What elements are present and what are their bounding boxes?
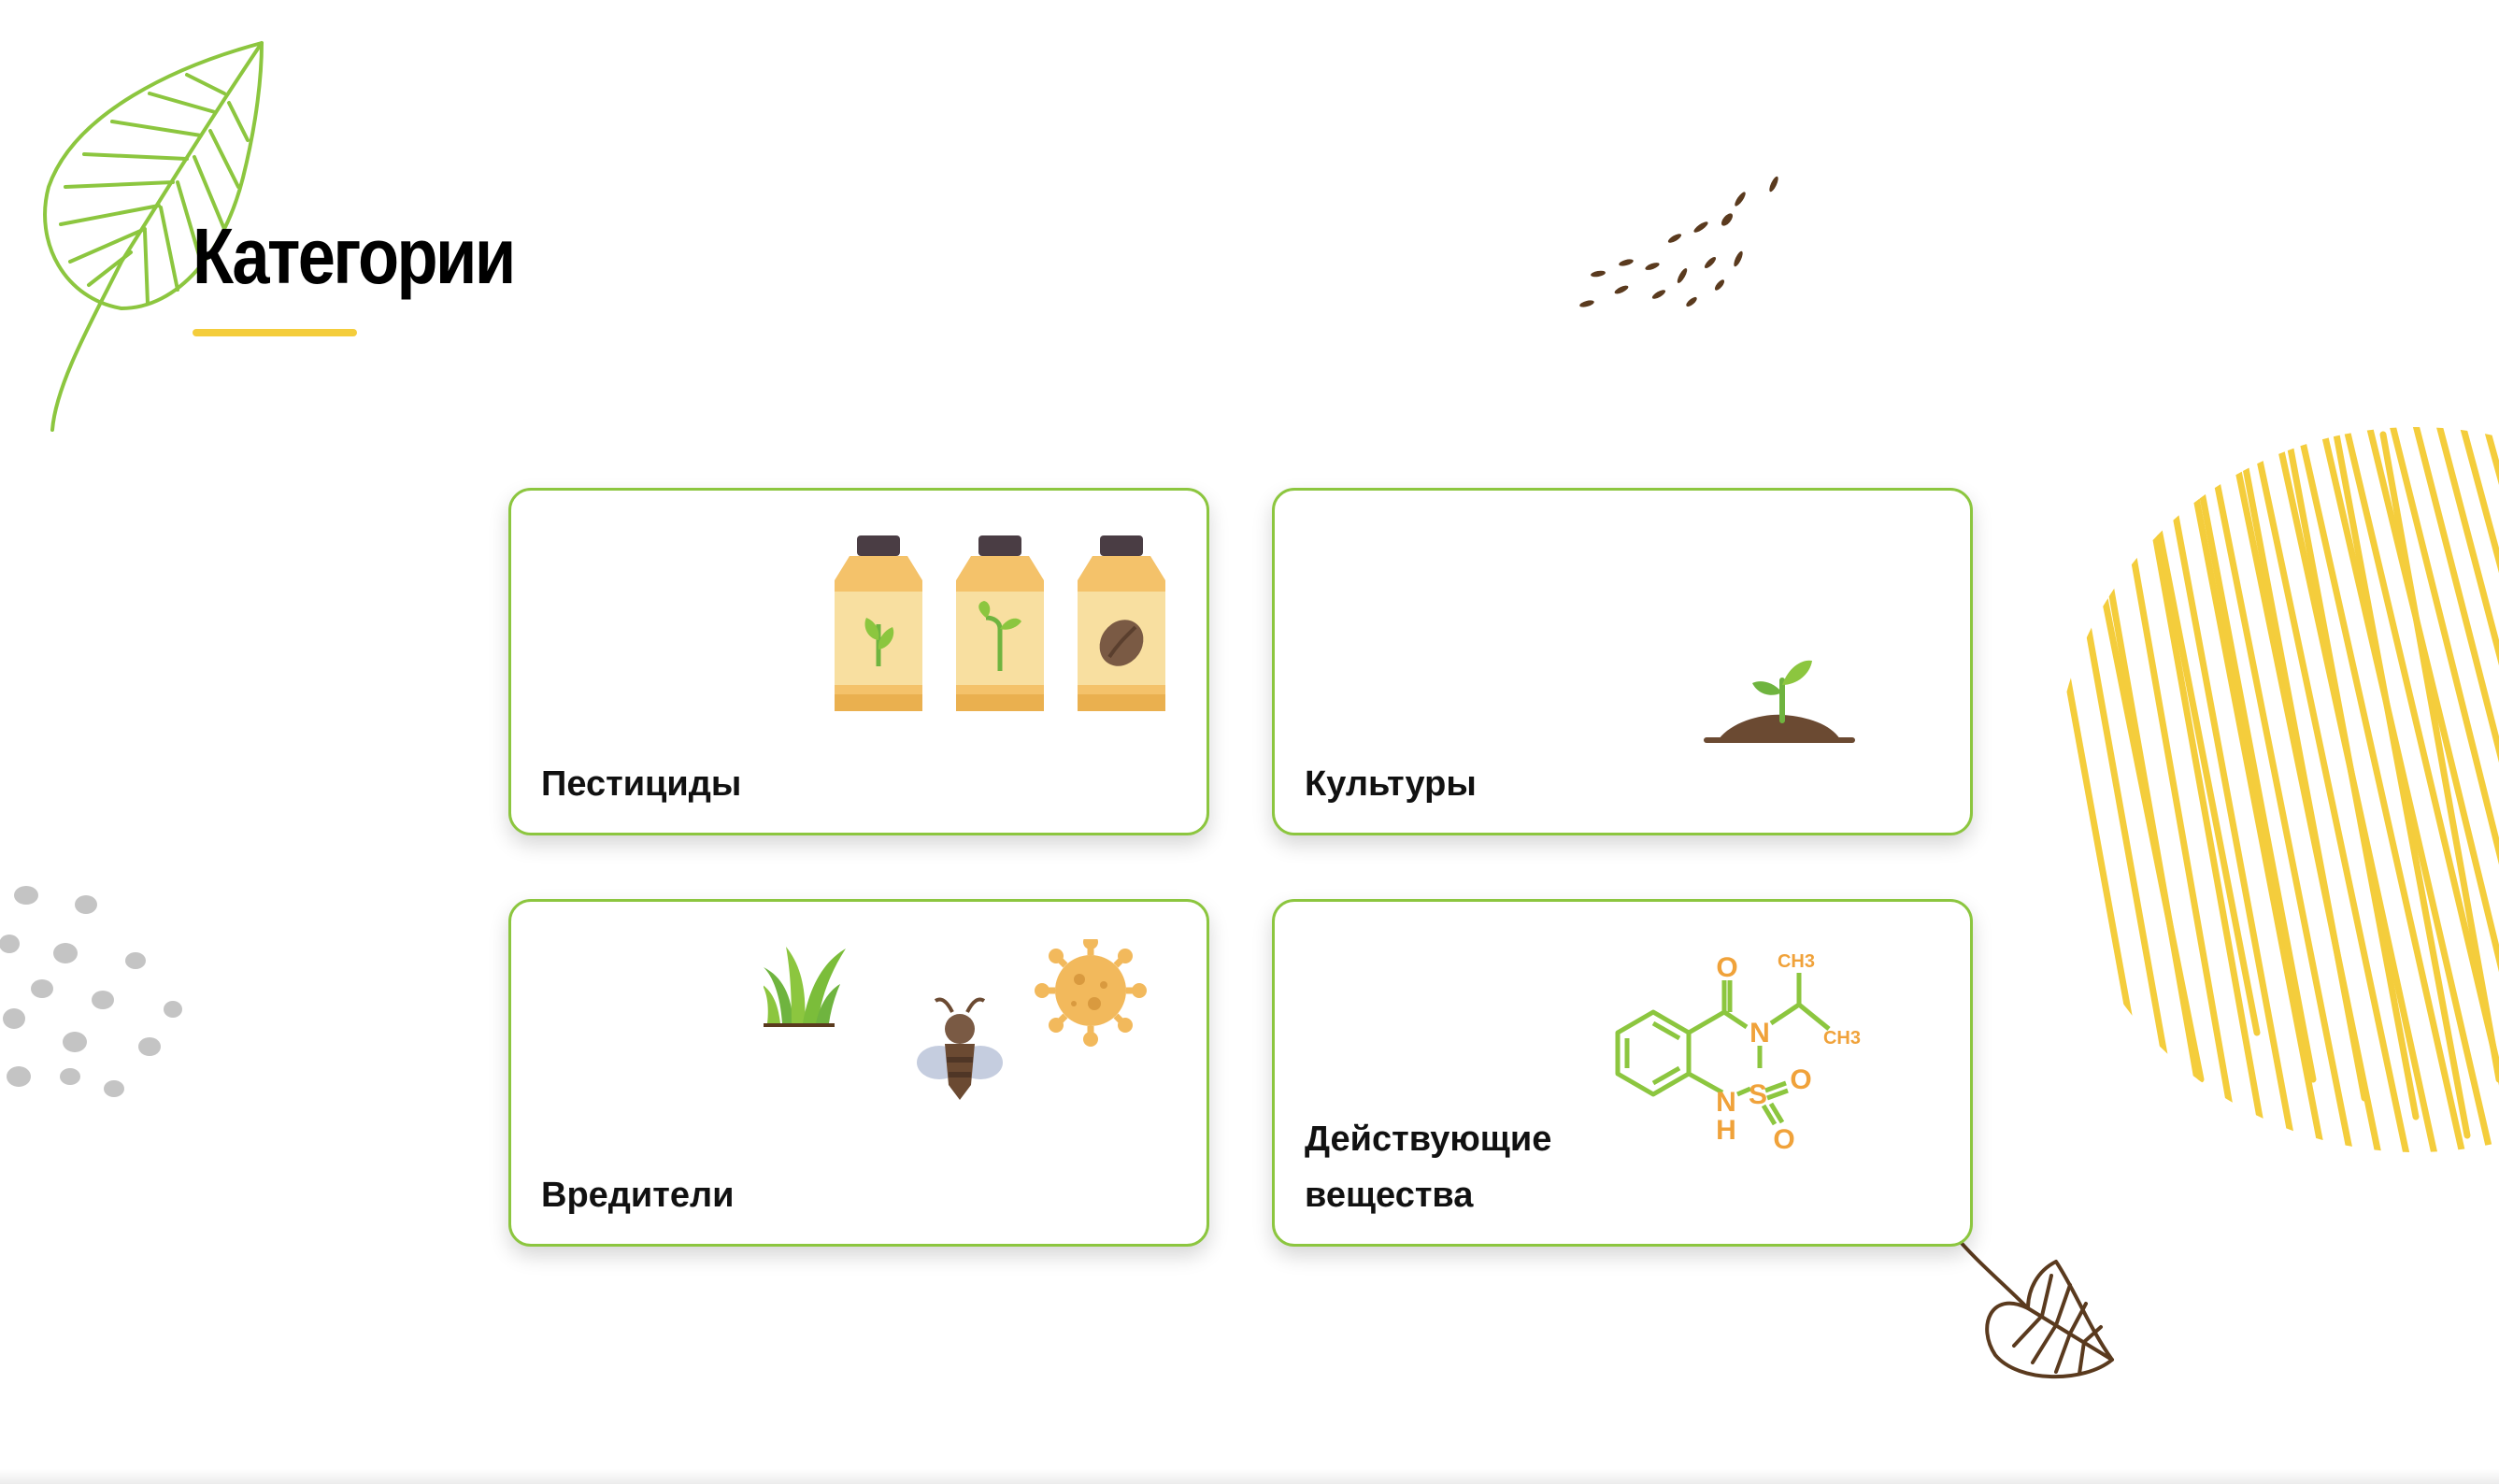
category-label: Действующие вещества <box>1305 1120 1552 1215</box>
nh-hydrogen-label: H <box>1716 1115 1736 1146</box>
category-label: Пестициды <box>541 764 742 804</box>
sprout-icon <box>1704 660 1855 743</box>
bottom-scroll-edge <box>0 1469 2499 1484</box>
nh-nitrogen-label: N <box>1716 1087 1736 1118</box>
nitrogen-label: N <box>1749 1018 1770 1049</box>
page-title: Категории <box>193 212 516 300</box>
hatched-circle-decoration-icon <box>2053 427 2499 1152</box>
sulfur-label: S <box>1749 1079 1767 1110</box>
methyl-label-right: CH3 <box>1823 1028 1861 1049</box>
leaf-decoration-icon <box>43 41 264 432</box>
category-label: Вредители <box>541 1176 735 1215</box>
grey-dots-decoration-icon <box>0 886 182 1097</box>
seeds-decoration-icon <box>1579 176 1778 307</box>
oxygen-label-right: O <box>1790 1064 1811 1095</box>
oxygen-label: O <box>1716 952 1737 983</box>
category-label: Культуры <box>1305 764 1477 804</box>
pests-icon <box>764 939 1147 1100</box>
category-card-pests[interactable]: Вредители <box>508 899 1209 1247</box>
category-card-pesticides[interactable]: Пестициды <box>508 488 1209 835</box>
methyl-label-top: CH3 <box>1778 951 1815 972</box>
title-underline <box>193 329 357 336</box>
oxygen-label-bottom: O <box>1773 1124 1794 1155</box>
category-card-active-substances[interactable]: O N CH3 CH3 S O O N H Действующие вещест… <box>1272 899 1973 1247</box>
category-card-crops[interactable]: Культуры <box>1272 488 1973 835</box>
pesticide-bottles-icon <box>835 535 1165 711</box>
chemical-structure-icon: O N CH3 CH3 S O O N H <box>1615 951 1861 1155</box>
